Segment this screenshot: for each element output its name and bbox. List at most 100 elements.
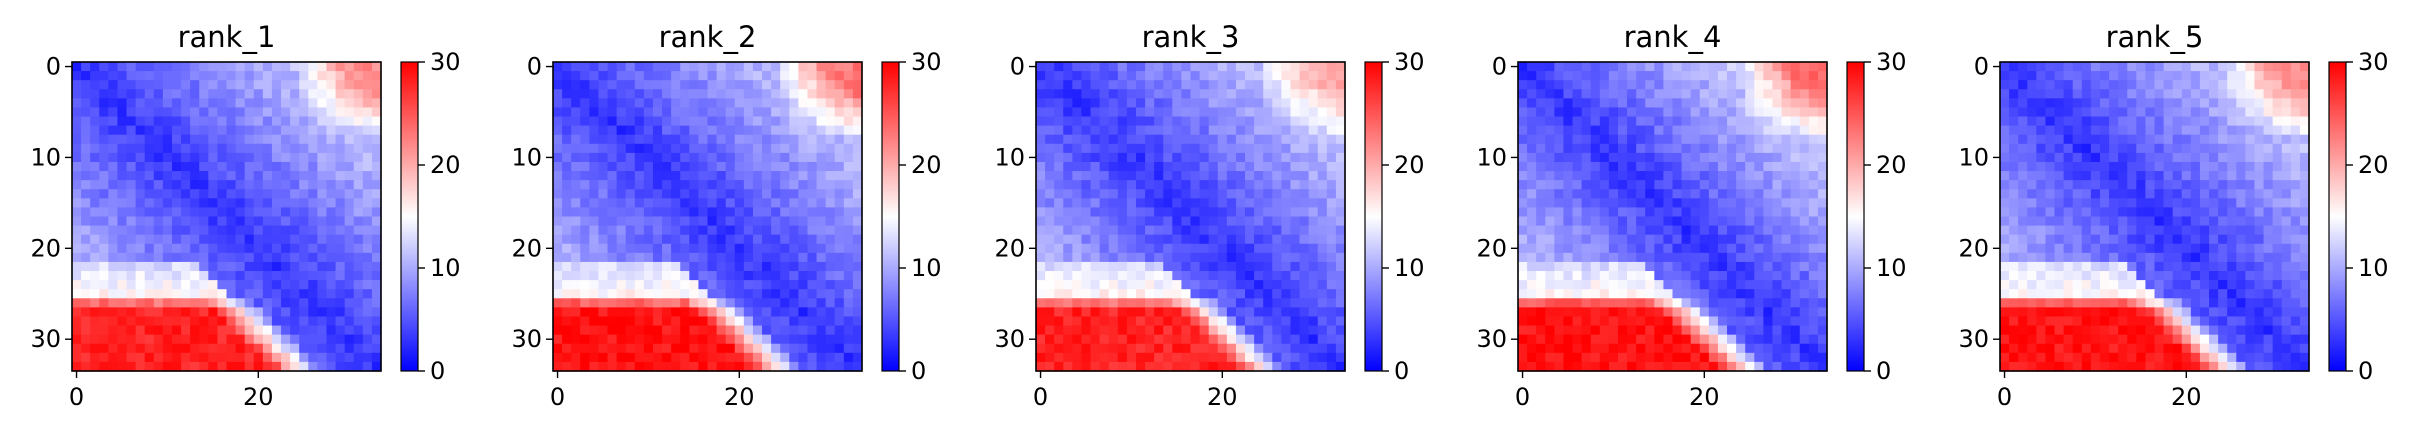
heatmap-cell: [1272, 98, 1282, 109]
heatmap-cell: [1117, 307, 1128, 318]
heatmap-cell: [271, 171, 282, 181]
heatmap-cell: [562, 71, 572, 81]
heatmap-cell: [1599, 361, 1610, 372]
heatmap-cell: [1326, 361, 1337, 372]
heatmap-cell: [680, 180, 690, 190]
heatmap-cell: [181, 225, 191, 236]
heatmap-cell: [1545, 89, 1555, 99]
heatmap-cell: [1163, 225, 1173, 236]
heatmap-cell: [707, 298, 718, 308]
heatmap-cell: [825, 225, 836, 236]
heatmap-cell: [752, 198, 763, 209]
heatmap-cell: [771, 261, 781, 272]
heatmap-cell: [1045, 62, 1055, 72]
heatmap-cell: [1636, 325, 1646, 336]
heatmap-cell: [1108, 307, 1119, 318]
heatmap-cell: [1054, 289, 1064, 299]
heatmap-cell: [1326, 334, 1337, 345]
heatmap-cell: [843, 207, 854, 218]
heatmap-cell: [1690, 316, 1701, 327]
heatmap-cell: [1736, 161, 1746, 172]
heatmap-cell: [344, 98, 355, 109]
heatmap-cell: [1045, 125, 1055, 136]
heatmap-cell: [99, 307, 109, 318]
heatmap-cell: [1154, 325, 1164, 336]
heatmap-cell: [1181, 352, 1192, 363]
heatmap-cell: [326, 252, 337, 263]
heatmap-cell: [2254, 125, 2265, 136]
heatmap-cell: [843, 89, 854, 99]
heatmap-cell: [72, 189, 82, 199]
heatmap-cell: [2172, 125, 2183, 136]
heatmap-cell: [1717, 189, 1728, 199]
heatmap-cell: [244, 298, 255, 308]
heatmap-cell: [1117, 198, 1128, 209]
heatmap-cell: [698, 298, 709, 308]
heatmap-cell: [199, 271, 209, 281]
heatmap-cell: [1617, 234, 1628, 245]
heatmap-cell: [1699, 125, 1710, 136]
heatmap-cell: [743, 71, 754, 81]
heatmap-cell: [1217, 216, 1228, 227]
heatmap-cell: [1245, 207, 1255, 218]
heatmap-cell: [244, 134, 255, 145]
heatmap-cell: [1208, 189, 1219, 199]
heatmap-cell: [1708, 298, 1719, 308]
heatmap-cell: [725, 143, 736, 154]
heatmap-cell: [344, 298, 355, 308]
heatmap-cell: [698, 289, 709, 299]
heatmap-cell: [716, 198, 727, 209]
heatmap-cell: [1054, 252, 1064, 263]
heatmap-cell: [1636, 334, 1646, 345]
heatmap-cell: [834, 334, 845, 345]
heatmap-cell: [807, 198, 818, 209]
heatmap-cell: [1536, 316, 1546, 327]
heatmap-cell: [798, 171, 809, 181]
heatmap-cell: [171, 125, 182, 136]
heatmap-cell: [1672, 71, 1683, 81]
heatmap-cell: [1108, 252, 1119, 263]
heatmap-cell: [226, 98, 237, 109]
heatmap-cell: [1545, 143, 1555, 154]
heatmap-cell: [625, 107, 636, 118]
heatmap-cell: [1117, 325, 1128, 336]
heatmap-cell: [1799, 289, 1810, 299]
heatmap-cell: [1217, 71, 1228, 81]
heatmap-cell: [99, 343, 109, 354]
heatmap-cell: [1645, 134, 1655, 145]
heatmap-cell: [1681, 134, 1692, 145]
heatmap-cell: [2199, 71, 2210, 81]
heatmap-cell: [281, 171, 291, 181]
heatmap-cell: [762, 171, 772, 181]
heatmap-cell: [707, 198, 718, 209]
heatmap-cell: [1145, 107, 1155, 118]
heatmap-cell: [1772, 234, 1783, 245]
heatmap-cell: [1190, 252, 1201, 263]
heatmap-cell: [1063, 361, 1073, 372]
heatmap-cell: [1727, 116, 1737, 127]
heatmap-cell: [625, 80, 636, 90]
heatmap-cell: [1645, 143, 1655, 154]
heatmap-cell: [1263, 225, 1273, 236]
heatmap-cell: [1699, 243, 1710, 254]
heatmap-cell: [553, 343, 563, 354]
heatmap-cell: [1054, 325, 1064, 336]
heatmap-cell: [580, 352, 590, 363]
heatmap-cell: [1299, 171, 1310, 181]
heatmap-cell: [625, 161, 636, 172]
heatmap-cell: [353, 243, 364, 254]
heatmap-cell: [1763, 207, 1774, 218]
heatmap-cell: [1290, 152, 1301, 163]
heatmap-cell: [598, 143, 609, 154]
heatmap-cell: [208, 89, 219, 99]
heatmap-cell: [1572, 352, 1583, 363]
heatmap-cell: [1135, 98, 1146, 109]
heatmap-cell: [589, 62, 600, 72]
heatmap-cell: [326, 161, 337, 172]
heatmap-cell: [852, 62, 863, 72]
heatmap-cell: [1272, 207, 1282, 218]
heatmap-cell: [353, 225, 364, 236]
heatmap-cell: [335, 71, 346, 81]
heatmap-cell: [1172, 134, 1183, 145]
heatmap-cell: [235, 298, 246, 308]
